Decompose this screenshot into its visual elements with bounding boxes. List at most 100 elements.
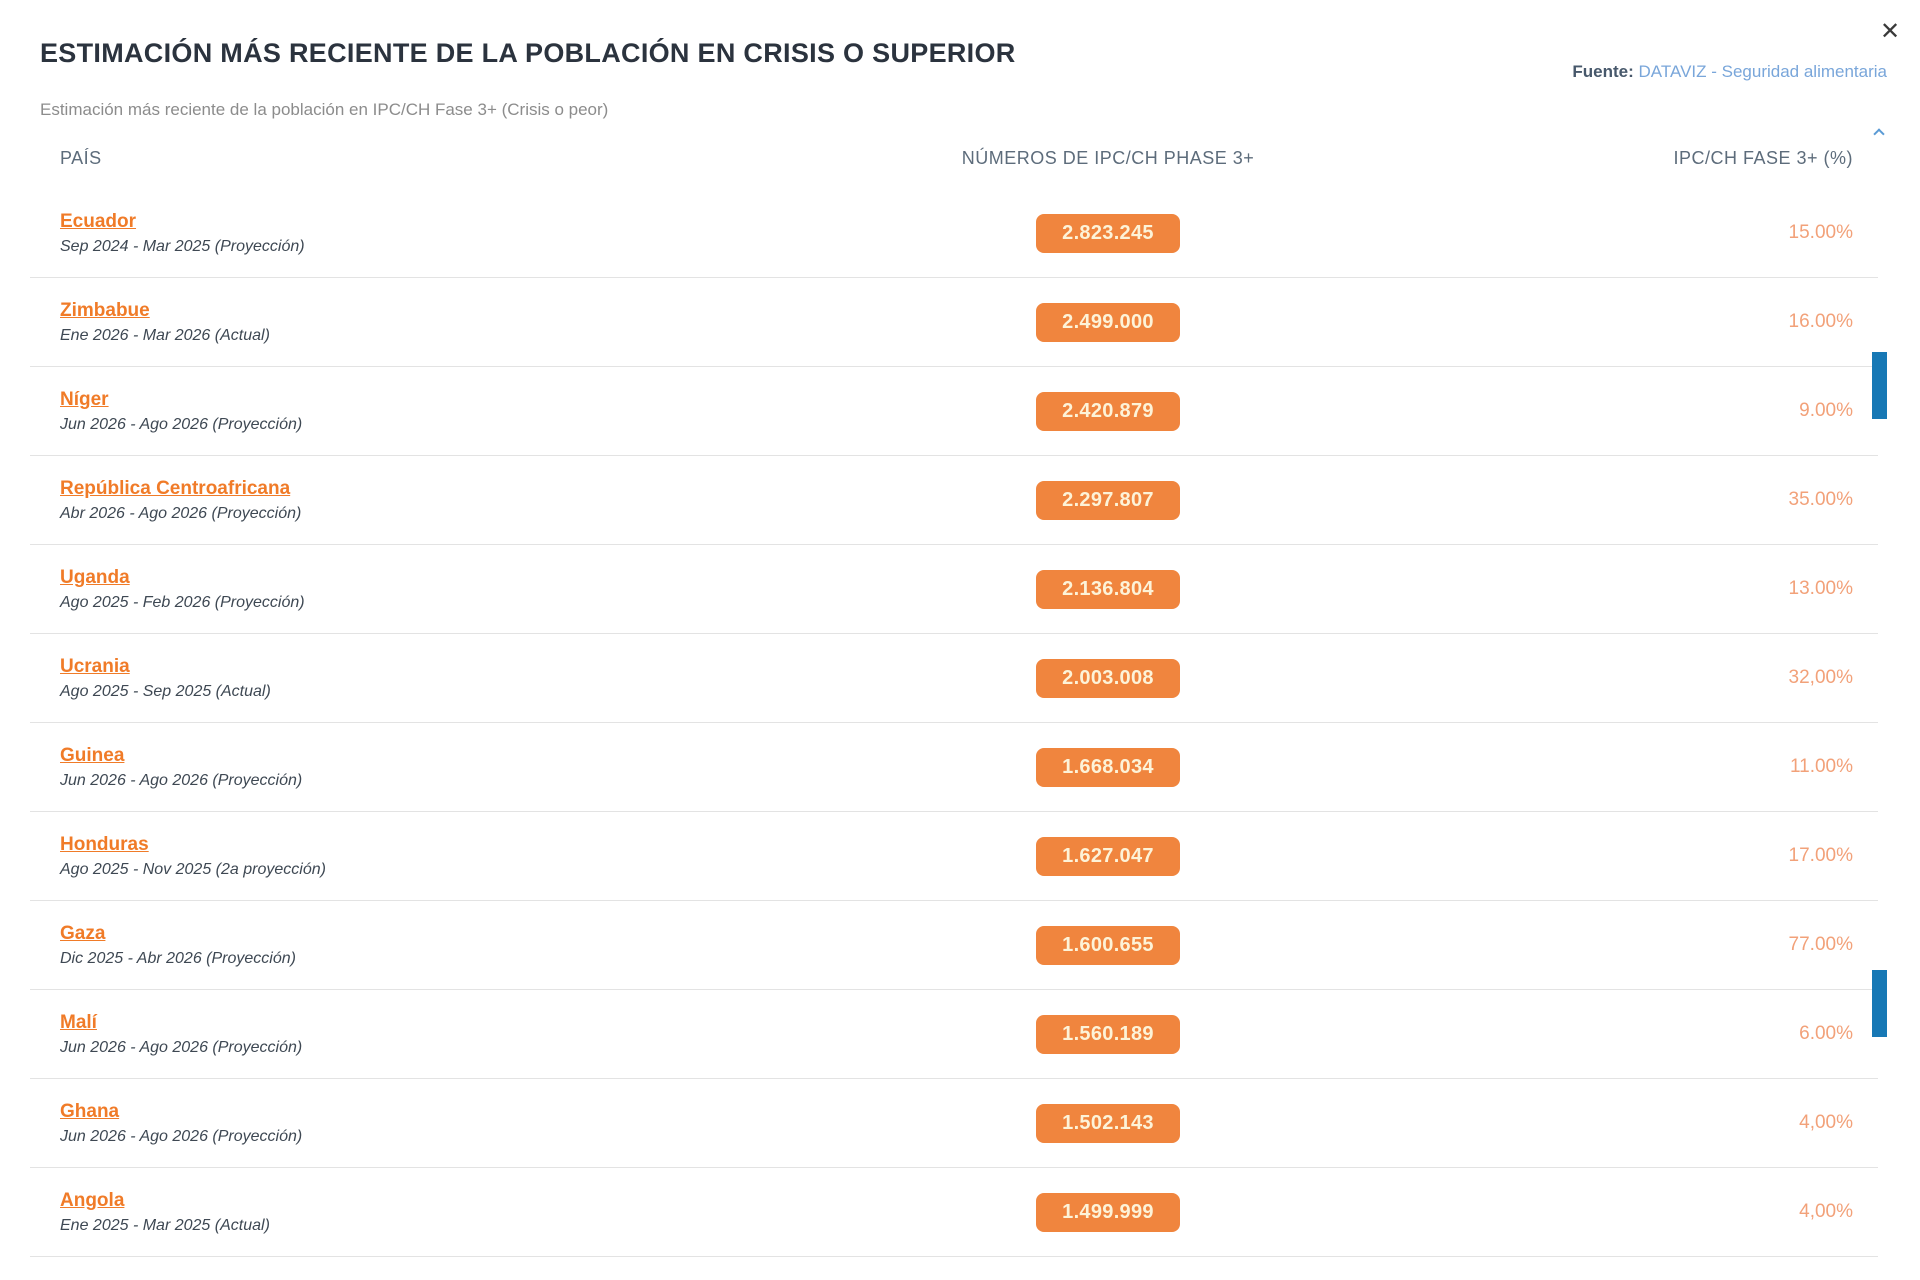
page-title: ESTIMACIÓN MÁS RECIENTE DE LA POBLACIÓN … (40, 38, 1016, 68)
number-badge: 2.499.000 (1036, 302, 1180, 342)
number-cell: 2.823.245 (898, 213, 1318, 253)
number-badge: 1.600.655 (1036, 925, 1180, 965)
number-badge: 2.420.879 (1036, 391, 1180, 431)
number-badge: 2.136.804 (1036, 569, 1180, 609)
country-link[interactable]: Guinea (60, 744, 125, 766)
country-cell: Níger Jun 2026 - Ago 2026 (Proyección) (30, 389, 898, 434)
table-row: Ghana Jun 2026 - Ago 2026 (Proyección) 1… (30, 1079, 1878, 1168)
percent-value: 16.00% (1788, 311, 1853, 332)
column-header-country: PAÍS (60, 148, 102, 168)
percent-value: 77.00% (1788, 934, 1853, 955)
table-row: Guinea Jun 2026 - Ago 2026 (Proyección) … (30, 723, 1878, 812)
number-cell: 1.502.143 (898, 1103, 1318, 1143)
table-row: Ecuador Sep 2024 - Mar 2025 (Proyección)… (30, 189, 1878, 278)
table-row: Ucrania Ago 2025 - Sep 2025 (Actual) 2.0… (30, 634, 1878, 723)
percent-value: 6.00% (1799, 1023, 1853, 1044)
column-header-percent: IPC/CH FASE 3+ (%) (1673, 148, 1853, 168)
period-label: Sep 2024 - Mar 2025 (Proyección) (60, 237, 305, 255)
period-label: Jun 2026 - Ago 2026 (Proyección) (60, 1038, 303, 1056)
country-cell: Zimbabue Ene 2026 - Mar 2026 (Actual) (30, 300, 898, 345)
period-label: Jun 2026 - Ago 2026 (Proyección) (60, 1127, 303, 1145)
period-label: Abr 2026 - Ago 2026 (Proyección) (60, 504, 302, 522)
percent-value: 11.00% (1789, 756, 1853, 777)
table-row: Gaza Dic 2025 - Abr 2026 (Proyección) 1.… (30, 901, 1878, 990)
country-cell: Uganda Ago 2025 - Feb 2026 (Proyección) (30, 567, 898, 612)
source-label: Fuente: (1572, 62, 1634, 81)
country-cell: Gaza Dic 2025 - Abr 2026 (Proyección) (30, 923, 898, 968)
number-cell: 2.297.807 (898, 480, 1318, 520)
country-cell: Malí Jun 2026 - Ago 2026 (Proyección) (30, 1012, 898, 1057)
country-link[interactable]: República Centroafricana (60, 477, 291, 499)
country-cell: Ucrania Ago 2025 - Sep 2025 (Actual) (30, 656, 898, 701)
period-label: Ago 2025 - Feb 2026 (Proyección) (60, 593, 305, 611)
percent-value: 15.00% (1788, 222, 1853, 243)
period-label: Ago 2025 - Nov 2025 (2a proyección) (60, 860, 326, 878)
column-header-numbers: NÚMEROS DE IPC/CH PHASE 3+ (961, 148, 1255, 168)
table-row: República Centroafricana Abr 2026 - Ago … (30, 456, 1878, 545)
country-cell: Honduras Ago 2025 - Nov 2025 (2a proyecc… (30, 834, 898, 879)
country-cell: Ghana Jun 2026 - Ago 2026 (Proyección) (30, 1101, 898, 1146)
country-link[interactable]: Angola (60, 1189, 125, 1211)
table-row: Níger Jun 2026 - Ago 2026 (Proyección) 2… (30, 367, 1878, 456)
close-icon: ✕ (1879, 18, 1901, 45)
percent-value: 32,00% (1788, 667, 1853, 688)
table-row: Angola Ene 2025 - Mar 2025 (Actual) 1.49… (30, 1168, 1878, 1257)
percent-value: 4,00% (1799, 1201, 1853, 1222)
number-cell: 1.668.034 (898, 747, 1318, 787)
country-cell: República Centroafricana Abr 2026 - Ago … (30, 478, 898, 523)
table: PAÍS NÚMEROS DE IPC/CH PHASE 3+ IPC/CH F… (30, 148, 1878, 1257)
number-cell: 2.136.804 (898, 569, 1318, 609)
table-row: Honduras Ago 2025 - Nov 2025 (2a proyecc… (30, 812, 1878, 901)
country-link[interactable]: Malí (60, 1011, 97, 1033)
percent-value: 9.00% (1799, 400, 1853, 421)
table-row: Uganda Ago 2025 - Feb 2026 (Proyección) … (30, 545, 1878, 634)
number-cell: 1.600.655 (898, 925, 1318, 965)
number-cell: 2.420.879 (898, 391, 1318, 431)
number-badge: 1.627.047 (1036, 836, 1180, 876)
number-badge: 2.297.807 (1036, 480, 1180, 520)
table-header-row: PAÍS NÚMEROS DE IPC/CH PHASE 3+ IPC/CH F… (30, 148, 1878, 169)
number-badge: 1.668.034 (1036, 747, 1180, 787)
country-cell: Angola Ene 2025 - Mar 2025 (Actual) (30, 1190, 898, 1235)
country-link[interactable]: Uganda (60, 566, 130, 588)
period-label: Ene 2026 - Mar 2026 (Actual) (60, 326, 270, 344)
number-cell: 1.627.047 (898, 836, 1318, 876)
period-label: Jun 2026 - Ago 2026 (Proyección) (60, 415, 303, 433)
country-link[interactable]: Ecuador (60, 210, 137, 232)
percent-value: 4,00% (1799, 1112, 1853, 1133)
number-badge: 1.499.999 (1036, 1192, 1180, 1232)
number-badge: 1.560.189 (1036, 1014, 1180, 1054)
number-badge: 2.823.245 (1036, 213, 1180, 253)
number-cell: 1.499.999 (898, 1192, 1318, 1232)
country-link[interactable]: Níger (60, 388, 109, 410)
country-link[interactable]: Honduras (60, 833, 149, 855)
period-label: Dic 2025 - Abr 2026 (Proyección) (60, 949, 296, 967)
number-badge: 2.003.008 (1036, 658, 1180, 698)
country-link[interactable]: Gaza (60, 922, 106, 944)
country-cell: Guinea Jun 2026 - Ago 2026 (Proyección) (30, 745, 898, 790)
number-badge: 1.502.143 (1036, 1103, 1180, 1143)
source-line: Fuente: DATAVIZ - Seguridad alimentaria (1572, 62, 1887, 82)
table-body: Ecuador Sep 2024 - Mar 2025 (Proyección)… (30, 189, 1878, 1257)
source-link[interactable]: DATAVIZ - Seguridad alimentaria (1638, 62, 1887, 81)
period-label: Ago 2025 - Sep 2025 (Actual) (60, 682, 271, 700)
scrollbar-thumb[interactable] (1872, 352, 1887, 419)
country-link[interactable]: Ucrania (60, 655, 130, 677)
period-label: Ene 2025 - Mar 2025 (Actual) (60, 1216, 270, 1234)
page-subtitle: Estimación más reciente de la población … (40, 100, 609, 119)
period-label: Jun 2026 - Ago 2026 (Proyección) (60, 771, 303, 789)
country-link[interactable]: Zimbabue (60, 299, 150, 321)
number-cell: 2.003.008 (898, 658, 1318, 698)
close-button[interactable]: ✕ (1874, 16, 1906, 48)
number-cell: 2.499.000 (898, 302, 1318, 342)
percent-value: 35.00% (1788, 489, 1853, 510)
country-cell: Ecuador Sep 2024 - Mar 2025 (Proyección) (30, 211, 898, 256)
country-link[interactable]: Ghana (60, 1100, 120, 1122)
table-row: Zimbabue Ene 2026 - Mar 2026 (Actual) 2.… (30, 278, 1878, 367)
number-cell: 1.560.189 (898, 1014, 1318, 1054)
scroll-up-icon[interactable] (1874, 128, 1884, 138)
scrollbar-thumb[interactable] (1872, 970, 1887, 1037)
percent-value: 17.00% (1788, 845, 1853, 866)
percent-value: 13.00% (1788, 578, 1853, 599)
